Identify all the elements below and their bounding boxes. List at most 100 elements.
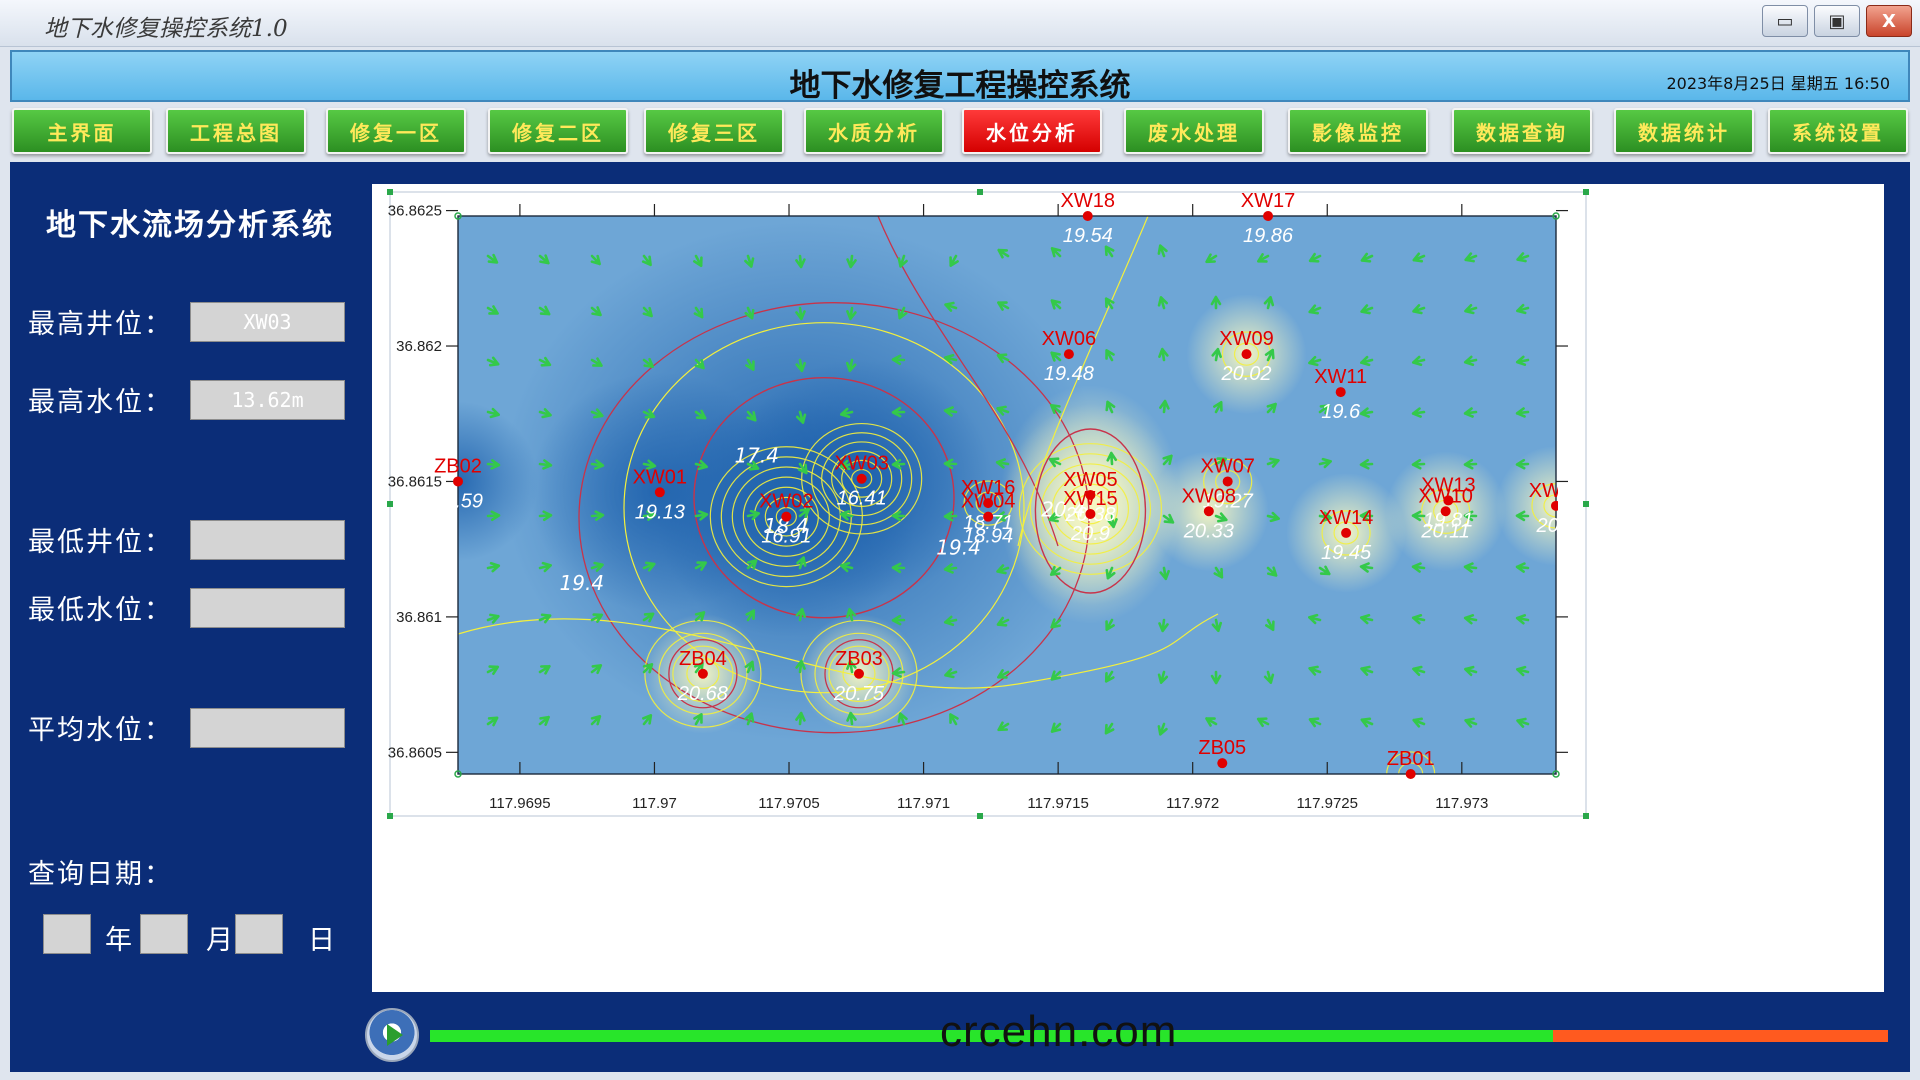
plot-border — [457, 215, 1557, 775]
flow-arrow — [746, 410, 757, 422]
flow-arrow — [1463, 510, 1478, 522]
flow-arrow — [1516, 665, 1530, 677]
flow-arrow — [1263, 670, 1275, 684]
well-name-label: XW18 — [1061, 190, 1115, 212]
well-name-label: ZB05 — [1198, 737, 1246, 759]
contour-line — [1421, 488, 1471, 534]
flow-arrow — [1318, 457, 1332, 469]
flow-arrow — [840, 561, 854, 573]
x-tick-label: 117.97 — [632, 795, 677, 812]
flow-arrow — [1050, 351, 1062, 362]
flow-arrow — [1157, 670, 1169, 684]
flow-arrow — [1105, 349, 1115, 362]
flow-arrow — [745, 358, 755, 371]
flow-arrow — [1318, 511, 1333, 522]
flow-arrow — [642, 663, 654, 674]
avg-level-field[interactable] — [190, 708, 345, 748]
max-level-field[interactable]: 13.62m — [190, 380, 345, 420]
flow-arrow — [1104, 297, 1115, 310]
max-well-field[interactable]: XW03 — [190, 302, 345, 342]
flow-arrow — [1214, 512, 1228, 523]
close-button[interactable]: X — [1866, 5, 1912, 37]
maximize-button[interactable]: ▣ — [1814, 5, 1860, 37]
y-tick-label: 36.861 — [396, 609, 442, 626]
month-field[interactable] — [140, 914, 188, 954]
well-marker — [853, 668, 864, 679]
well-name-label: XW12 — [1529, 480, 1583, 502]
flow-arrow — [845, 607, 857, 622]
nav-project-overview[interactable]: 工程总图 — [166, 108, 306, 154]
flow-arrow — [486, 253, 499, 264]
nav-wastewater[interactable]: 废水处理 — [1124, 108, 1264, 154]
flow-arrow — [949, 713, 959, 726]
nav-system-settings[interactable]: 系统设置 — [1768, 108, 1908, 154]
flow-arrow — [1158, 347, 1169, 362]
well-value-label: 18.71 — [963, 512, 1013, 534]
flow-arrow — [1412, 304, 1426, 315]
flow-arrow — [1359, 510, 1374, 522]
flow-arrow — [1162, 513, 1175, 524]
flow-arrow — [795, 607, 806, 622]
flow-arrow — [1105, 566, 1116, 580]
flow-arrow — [795, 358, 806, 373]
flow-arrow — [642, 561, 656, 572]
playback-progress-bar[interactable] — [430, 1030, 1888, 1042]
well-name-label: XW02 — [759, 491, 813, 513]
flow-arrow — [1264, 348, 1275, 362]
plot-corner-marker — [454, 212, 462, 220]
max-level-label: 最高水位： — [28, 387, 173, 418]
nav-water-level[interactable]: 水位分析 — [962, 108, 1102, 154]
day-label: 日 — [308, 925, 335, 956]
flow-arrow — [746, 509, 760, 521]
flow-arrow — [1318, 565, 1331, 576]
flow-arrow — [846, 254, 857, 269]
nav-data-statistics[interactable]: 数据统计 — [1614, 108, 1754, 154]
well-marker — [1405, 769, 1416, 779]
day-field[interactable] — [235, 914, 283, 954]
flow-arrow — [1308, 252, 1322, 263]
min-well-label: 最低井位： — [28, 527, 173, 558]
contour-line — [1040, 463, 1141, 555]
nav-zone-1[interactable]: 修复一区 — [326, 108, 466, 154]
flow-arrow — [642, 306, 653, 318]
well-marker — [1241, 349, 1252, 360]
flow-arrow — [1516, 717, 1530, 728]
nav-data-query[interactable]: 数据查询 — [1452, 108, 1592, 154]
flow-arrow — [1515, 614, 1530, 625]
flow-arrow — [590, 254, 601, 266]
well-marker — [1263, 211, 1274, 221]
flow-arrow — [1213, 401, 1223, 414]
flow-arrow — [1159, 399, 1170, 414]
flow-arrow — [694, 409, 707, 420]
nav-zone-3[interactable]: 修复三区 — [644, 108, 784, 154]
contour-label: 17.4 — [734, 443, 779, 467]
play-button[interactable] — [365, 1008, 419, 1062]
well-name-label: XW10 — [1418, 485, 1472, 507]
contour-line — [1398, 762, 1424, 774]
query-date-label: 查询日期： — [28, 859, 173, 890]
flow-arrow — [642, 357, 655, 368]
flow-arrow — [943, 563, 958, 574]
flow-arrow — [1411, 562, 1426, 573]
flow-arrow — [538, 715, 550, 726]
y-tick-label: 36.8605 — [388, 744, 442, 761]
contour-line — [686, 658, 720, 690]
year-field[interactable] — [43, 914, 91, 954]
nav-home[interactable]: 主界面 — [12, 108, 152, 154]
flow-arrow — [1266, 566, 1278, 577]
nav-video-monitor[interactable]: 影像监控 — [1288, 108, 1428, 154]
nav-water-quality[interactable]: 水质分析 — [804, 108, 944, 154]
flow-arrow — [1464, 665, 1478, 677]
flow-arrow — [486, 459, 501, 470]
flow-arrow — [1463, 614, 1478, 625]
min-level-field[interactable] — [190, 588, 345, 628]
flow-arrow — [1308, 355, 1322, 367]
min-well-field[interactable] — [190, 520, 345, 560]
flow-arrow — [642, 408, 656, 419]
nav-zone-2[interactable]: 修复二区 — [488, 108, 628, 154]
contour-line — [1029, 453, 1152, 565]
contour-label: 19.4 — [560, 571, 605, 595]
minimize-button[interactable]: ▭ — [1762, 5, 1808, 37]
contour-line — [658, 632, 748, 715]
well-marker — [1222, 476, 1233, 487]
